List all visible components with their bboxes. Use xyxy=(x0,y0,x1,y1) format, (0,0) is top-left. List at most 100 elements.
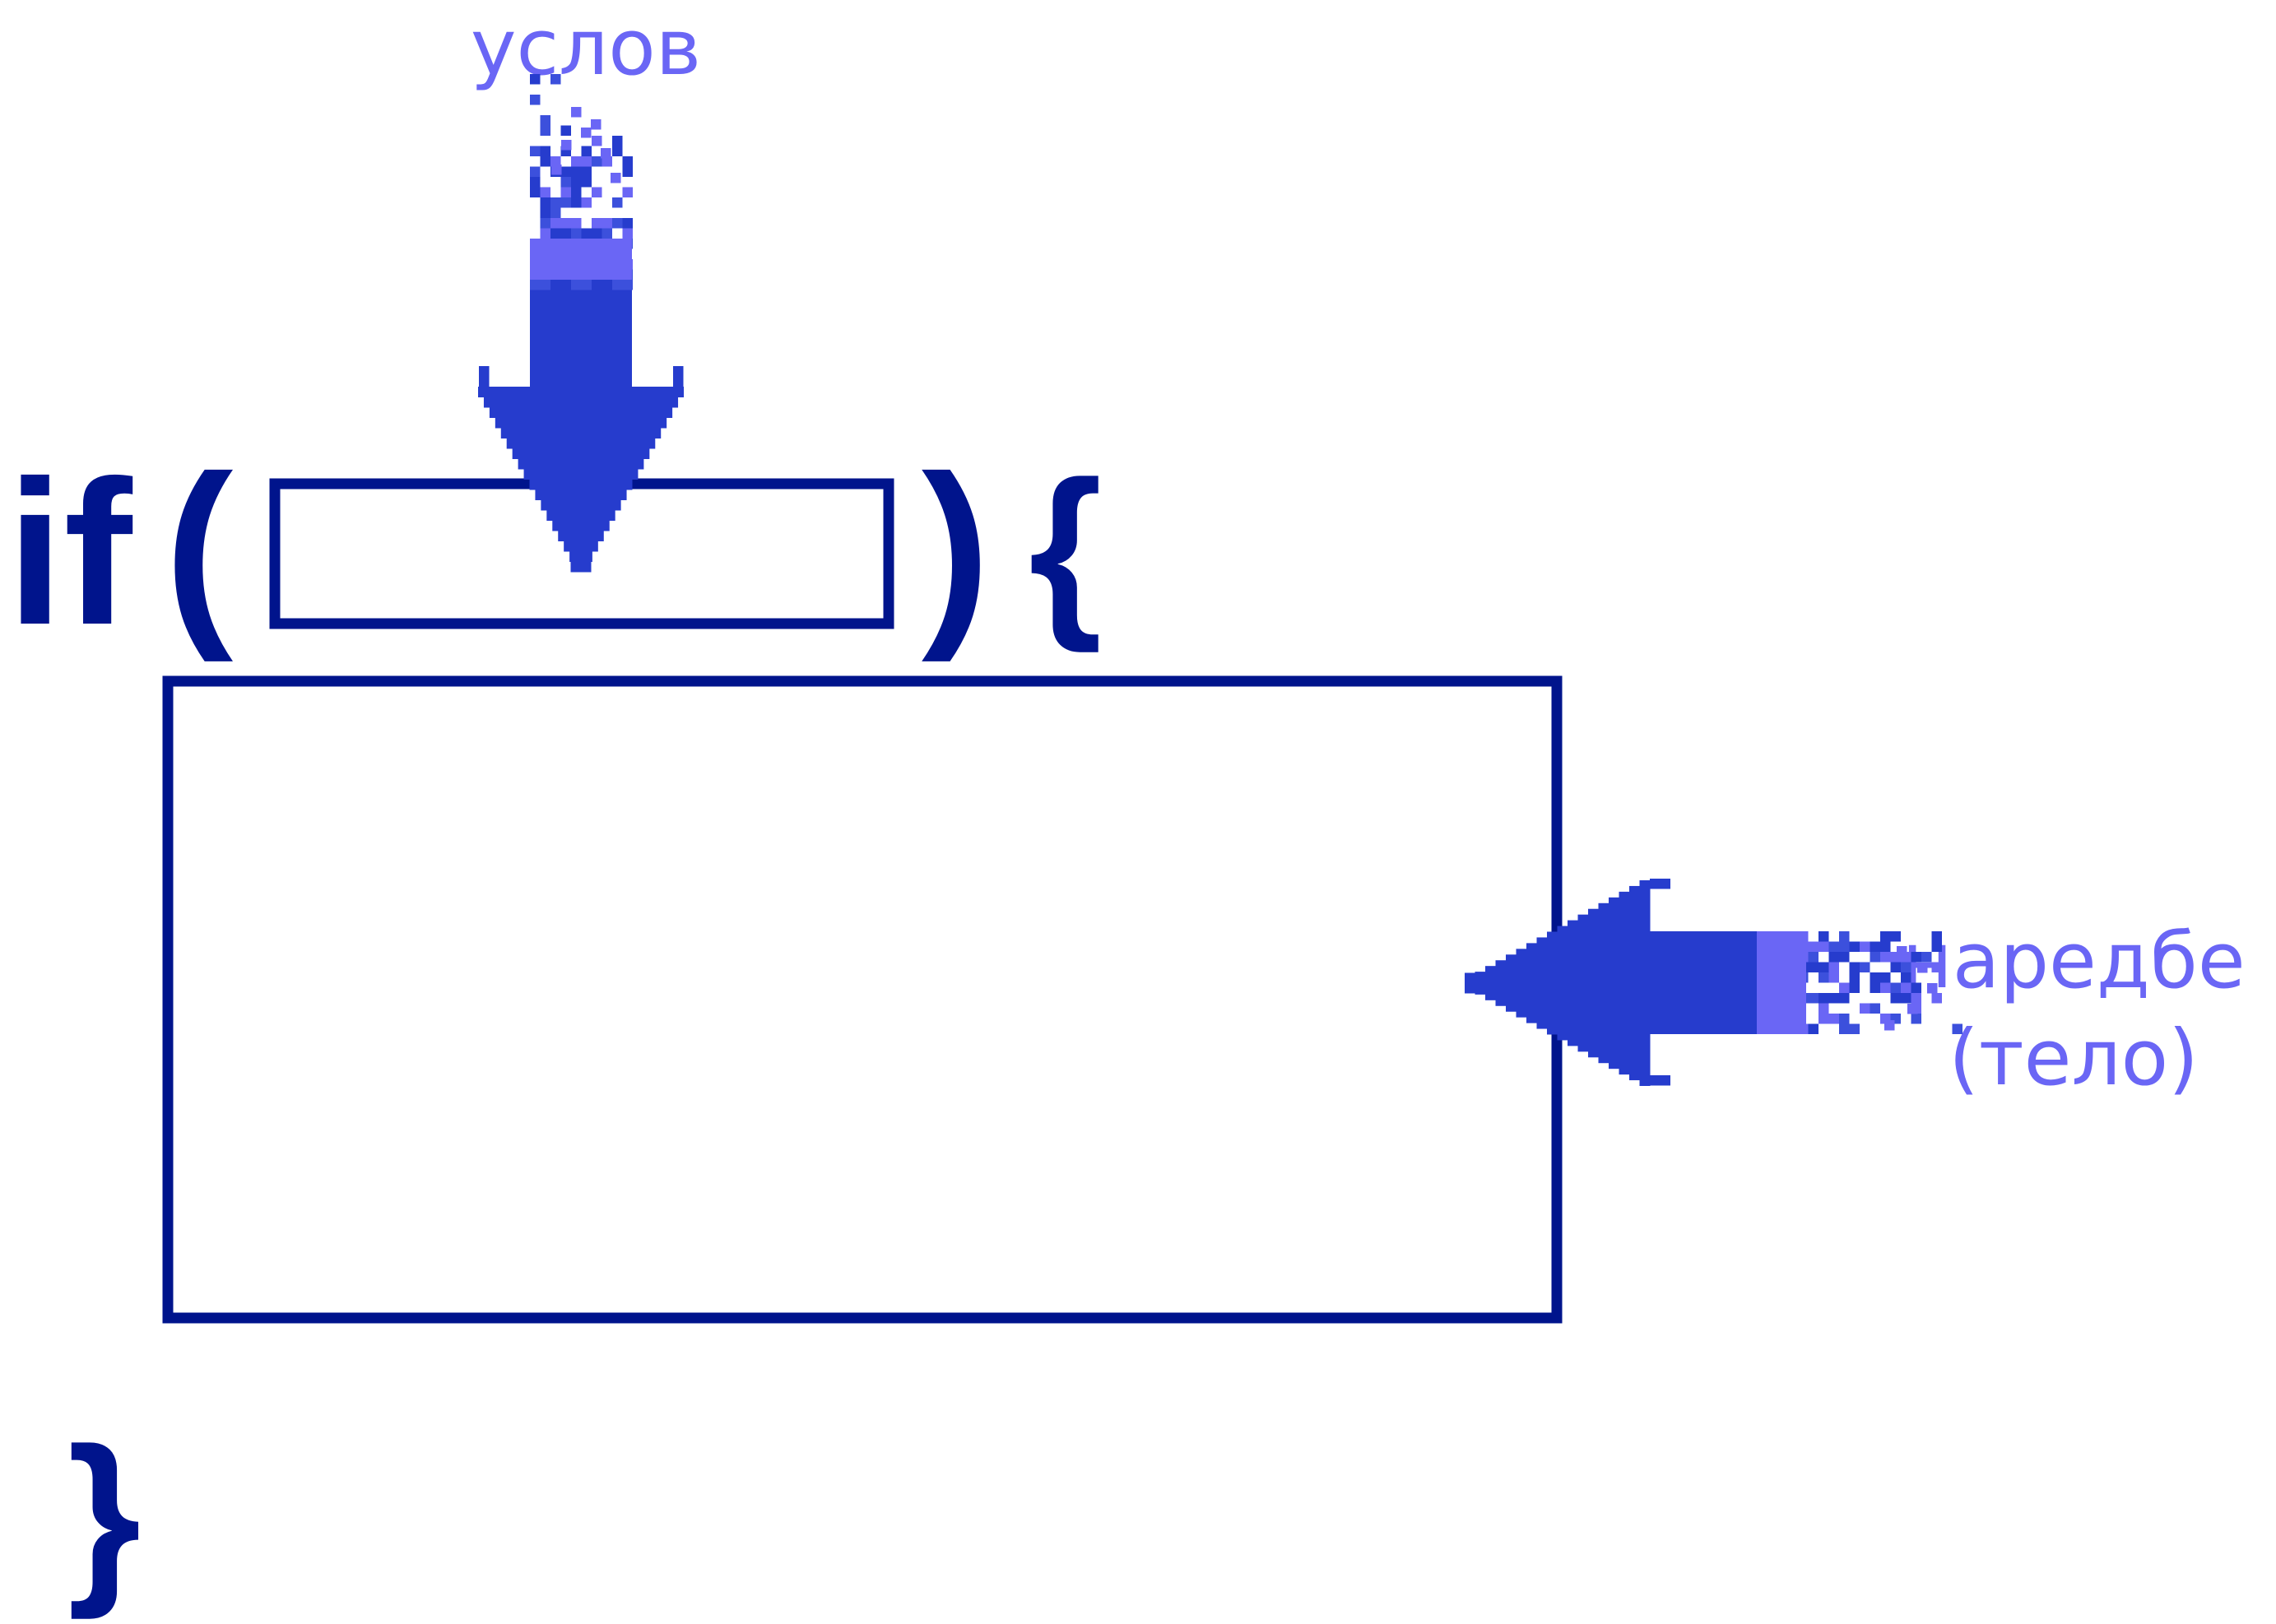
arrow-pixel xyxy=(1818,941,1829,952)
arrow-head-step xyxy=(489,407,673,418)
body-label-line1: наредбе xyxy=(1902,916,2245,1006)
arrow-head-step xyxy=(570,561,592,573)
arrow-pixel xyxy=(540,197,550,208)
arrow-pixel xyxy=(612,146,623,156)
arrow-pixel xyxy=(1880,931,1891,942)
arrow-pixel xyxy=(1931,931,1942,942)
arrow-pixel xyxy=(581,197,592,208)
arrow-pixel xyxy=(571,156,582,167)
arrow-pixel xyxy=(581,128,592,138)
arrow-head-step xyxy=(1557,926,1568,1041)
arrow-pixel xyxy=(1828,952,1839,963)
arrow-pixel xyxy=(540,146,550,156)
arrow-head-step xyxy=(1547,931,1558,1035)
arrow-pixel xyxy=(1890,982,1901,993)
arrow-pixel xyxy=(1808,941,1818,952)
arrow-pixel xyxy=(612,136,623,146)
arrow-pixel xyxy=(571,197,582,208)
arrow-head-step xyxy=(1465,972,1475,994)
arrow-pixel xyxy=(1911,1014,1921,1024)
arrow-pixel xyxy=(1880,941,1891,952)
arrow-pixel xyxy=(540,156,550,167)
arrow-pixel xyxy=(1818,1014,1829,1024)
arrow-pixel xyxy=(592,156,602,167)
arrow-pixel xyxy=(1808,1023,1818,1034)
arrow-pixel xyxy=(581,156,592,167)
arrow-wing xyxy=(1650,879,1670,889)
arrow-pixel xyxy=(1870,941,1880,952)
arrow-head-step xyxy=(1568,920,1578,1046)
arrow-head-step xyxy=(1526,943,1537,1023)
arrow-head-step xyxy=(1485,966,1496,1000)
arrow-head-step xyxy=(552,520,610,531)
arrow-pixel xyxy=(592,228,602,239)
close-paren: ) xyxy=(922,433,990,662)
arrow-pixel xyxy=(1917,963,1928,973)
arrow-pixel xyxy=(560,177,571,188)
arrow-pixel xyxy=(1870,982,1880,993)
arrow-pixel xyxy=(602,218,612,229)
arrow-pixel xyxy=(1880,982,1891,993)
arrow-pixel xyxy=(1880,952,1891,963)
arrow-wing xyxy=(479,366,490,387)
arrow-pixel xyxy=(622,218,633,229)
arrow-pixel xyxy=(1839,931,1850,942)
arrow-pixel xyxy=(560,197,571,208)
arrow-pixel xyxy=(530,166,541,177)
arrow-head-step xyxy=(1598,902,1609,1064)
arrow-pixel xyxy=(1818,972,1829,983)
arrow-pixel xyxy=(1897,946,1907,957)
arrow-pixel xyxy=(530,187,541,197)
arrow-pixel xyxy=(571,218,582,229)
arrow-pixel xyxy=(1839,993,1850,1004)
arrow-head-step xyxy=(541,499,621,511)
arrow-pixel xyxy=(530,280,541,290)
arrow-pixel xyxy=(1884,1020,1895,1031)
arrow-pixel xyxy=(1931,941,1942,952)
arrow-head-step xyxy=(1475,972,1486,995)
arrow-pixel xyxy=(581,146,592,156)
arrow-pixel xyxy=(592,136,602,146)
arrow-pixel xyxy=(1907,1004,1918,1014)
arrow-head-step xyxy=(1588,908,1599,1058)
arrow-head-step xyxy=(1629,885,1640,1081)
arrow-pixel xyxy=(1901,993,1911,1004)
arrow-pixel xyxy=(1849,972,1860,983)
arrow-pixel xyxy=(1808,993,1818,1004)
arrow-pixel xyxy=(601,148,611,159)
arrow-pixel xyxy=(1927,983,1938,994)
arrow-head-step xyxy=(523,469,639,480)
arrow-pixel xyxy=(560,218,571,229)
arrow-pixel xyxy=(530,95,541,105)
arrow-pixel xyxy=(550,207,561,218)
arrow-wing xyxy=(1650,1075,1670,1086)
arrow-pixel xyxy=(1901,962,1911,972)
arrow-head-step xyxy=(1577,914,1589,1052)
arrow-pixel xyxy=(1911,993,1921,1004)
arrow-pixel xyxy=(581,166,592,177)
arrow-pixel xyxy=(1828,1014,1839,1024)
arrow-pixel xyxy=(540,125,550,136)
arrow-pixel xyxy=(1921,952,1932,963)
arrow-head-step xyxy=(483,397,679,408)
arrow-pixel xyxy=(530,177,541,188)
condition-label: услов xyxy=(471,3,701,93)
arrow-pixel xyxy=(1890,993,1901,1004)
arrow-pixel xyxy=(550,74,561,85)
arrow-head-step xyxy=(546,510,615,521)
arrow-pixel xyxy=(622,228,633,239)
arrow-pixel xyxy=(1849,941,1860,952)
arrow-pixel xyxy=(591,119,602,130)
pixel-arrow-left-icon xyxy=(1465,879,1962,1086)
arrow-pixel xyxy=(571,228,582,239)
arrow-pixel xyxy=(1818,993,1829,1004)
arrow-pixel xyxy=(540,218,550,229)
arrow-pixel xyxy=(571,107,582,118)
arrow-band xyxy=(530,239,632,280)
arrow-head-step xyxy=(1516,949,1527,1018)
arrow-pixel xyxy=(622,156,633,167)
arrow-pixel xyxy=(602,156,612,167)
arrow-head-step xyxy=(495,417,667,429)
arrow-pixel xyxy=(561,140,572,151)
